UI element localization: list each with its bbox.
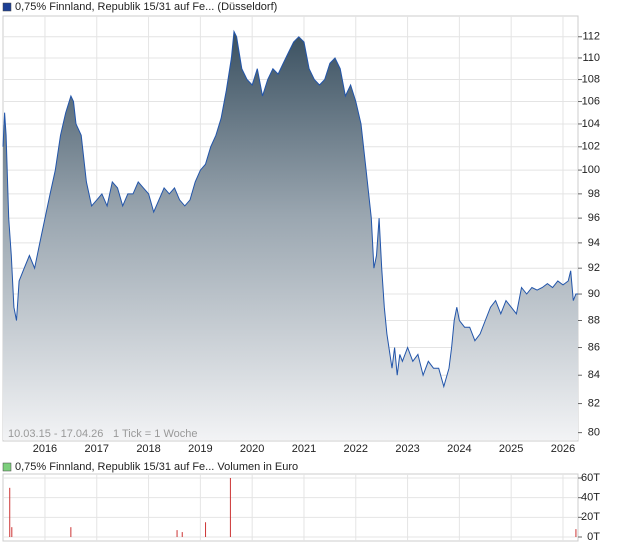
price-line	[2, 29, 578, 389]
tick-note: 1 Tick = 1 Woche	[113, 428, 197, 440]
date-range: 10.03.15 - 17.04.26	[8, 428, 103, 440]
y-tick-label: 106	[582, 95, 600, 107]
y-tick-label: 20T	[581, 511, 600, 523]
x-tick-label: 2022	[344, 443, 368, 455]
x-tick-label: 2021	[292, 443, 316, 455]
x-tick-label: 2023	[395, 443, 419, 455]
y-tick-label: 94	[588, 237, 600, 249]
y-tick-label: 60T	[581, 472, 600, 484]
y-tick-label: 110	[582, 52, 600, 64]
x-tick-label: 2025	[499, 443, 523, 455]
legend-swatch	[2, 2, 12, 12]
x-tick-label: 2020	[240, 443, 264, 455]
area-fill	[3, 31, 578, 440]
y-tick-label: 90	[588, 288, 600, 300]
plot-frame	[2, 473, 579, 542]
x-tick-label: 2017	[85, 443, 109, 455]
x-tick-label: 2018	[136, 443, 160, 455]
y-tick-label: 96	[588, 212, 600, 224]
y-tick-label: 86	[588, 341, 600, 353]
y-tick-label: 98	[588, 188, 600, 200]
y-tick-label: 92	[588, 262, 600, 274]
x-tick-label: 2026	[551, 443, 575, 455]
y-tick-label: 108	[582, 73, 600, 85]
y-tick-label: 80	[588, 427, 600, 439]
y-tick-label: 0T	[587, 531, 600, 543]
y-tick-label: 82	[588, 397, 600, 409]
x-tick-label: 2019	[188, 443, 212, 455]
x-tick-label: 2024	[447, 443, 471, 455]
y-tick-label: 104	[582, 118, 600, 130]
legend-swatch	[2, 462, 12, 472]
x-tick-label: 2016	[33, 443, 57, 455]
y-tick-label: 102	[582, 141, 600, 153]
y-tick-label: 88	[588, 314, 600, 326]
legend-label: 0,75% Finnland, Republik 15/31 auf Fe...…	[15, 461, 298, 473]
y-tick-label: 112	[582, 31, 600, 43]
legend-label: 0,75% Finnland, Republik 15/31 auf Fe...…	[15, 1, 277, 13]
y-tick-label: 84	[588, 369, 600, 381]
y-tick-label: 40T	[581, 492, 600, 504]
y-tick-label: 100	[582, 164, 600, 176]
